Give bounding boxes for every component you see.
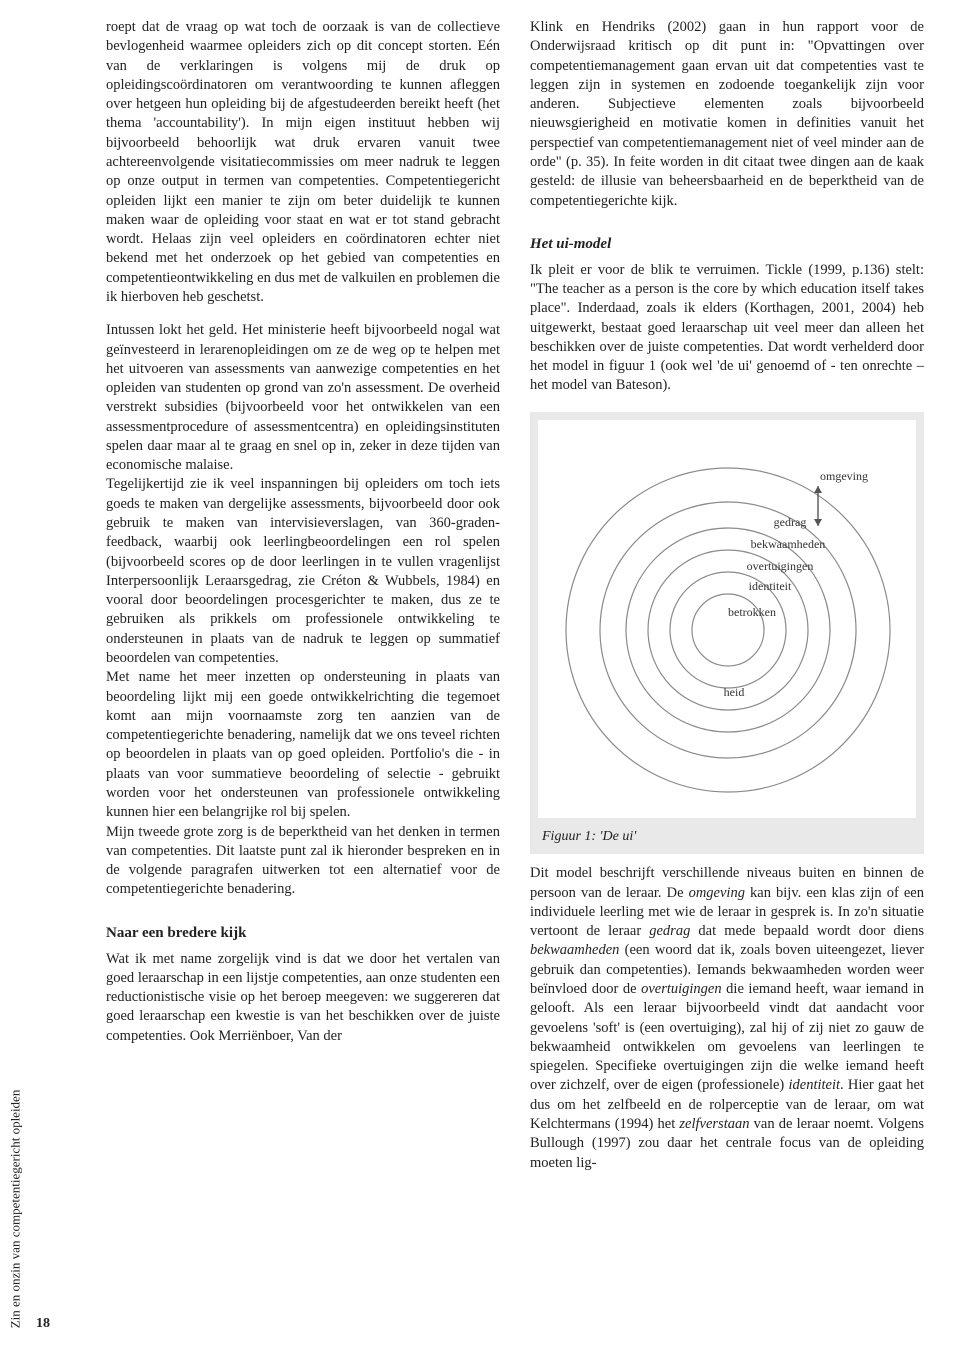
- figure-panel: omgeving gedrag bekwaamheden overtuigingen i…: [538, 420, 916, 818]
- svg-text:identiteit: identiteit: [749, 579, 792, 593]
- page-number: 18: [36, 1315, 50, 1334]
- section-heading-ui-model: Het ui-model: [530, 235, 924, 255]
- svg-text:heid: heid: [724, 685, 745, 699]
- section-heading-wider: Naar een bredere kijk: [106, 924, 500, 944]
- svg-text:betrokken: betrokken: [728, 605, 776, 619]
- left-column: roept dat de vraag op wat toch de oorzaa…: [106, 18, 500, 1173]
- onion-diagram-svg: omgeving gedrag bekwaamheden overtuigingen i…: [538, 430, 916, 808]
- svg-text:bekwaamheden: bekwaamheden: [751, 537, 826, 551]
- figure-caption: Figuur 1: 'De ui': [538, 828, 916, 847]
- body-paragraph: Intussen lokt het geld. Het ministerie h…: [106, 321, 500, 475]
- svg-text:overtuigingen: overtuigingen: [747, 559, 814, 573]
- svg-text:gedrag: gedrag: [774, 515, 807, 529]
- two-column-layout: roept dat de vraag op wat toch de oorzaa…: [106, 18, 924, 1173]
- body-paragraph: Dit model beschrijft verschillende nivea…: [530, 864, 924, 1173]
- figure-1-onion: omgeving gedrag bekwaamheden overtuigingen i…: [530, 412, 924, 855]
- running-head: Zin en onzin van competentiegericht ople…: [7, 1089, 24, 1328]
- body-paragraph: Wat ik met name zorgelijk vind is dat we…: [106, 950, 500, 1046]
- body-paragraph: Ik pleit er voor de blik te verruimen. T…: [530, 261, 924, 396]
- right-column: Klink en Hendriks (2002) gaan in hun rap…: [530, 18, 924, 1173]
- body-paragraph: Klink en Hendriks (2002) gaan in hun rap…: [530, 18, 924, 211]
- svg-text:omgeving: omgeving: [820, 469, 868, 483]
- page: Zin en onzin van competentiegericht ople…: [0, 0, 960, 1358]
- body-paragraph: Mijn tweede grote zorg is de beperktheid…: [106, 823, 500, 900]
- body-paragraph: Tegelijkertijd zie ik veel inspanningen …: [106, 475, 500, 668]
- body-paragraph: roept dat de vraag op wat toch de oorzaa…: [106, 18, 500, 307]
- body-paragraph: Met name het meer inzetten op ondersteun…: [106, 668, 500, 822]
